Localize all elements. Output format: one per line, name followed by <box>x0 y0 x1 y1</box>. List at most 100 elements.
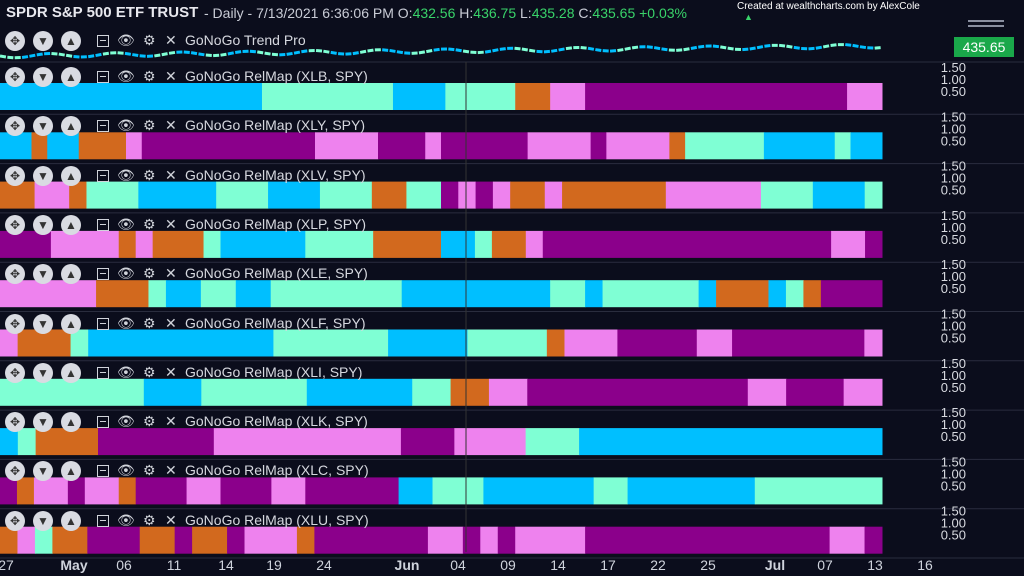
close-icon[interactable]: ✕ <box>165 68 177 84</box>
relmap-bar-segment <box>0 132 32 160</box>
close-icon[interactable]: ✕ <box>165 215 177 232</box>
close-icon[interactable]: ✕ <box>165 511 177 528</box>
relmap-bar-segment <box>35 428 99 456</box>
relmap-bar-segment <box>373 230 442 258</box>
price-line-segment <box>455 48 464 53</box>
price-line-segment <box>7 55 15 60</box>
price-line-segment <box>249 49 258 54</box>
move-down-button[interactable]: ▼ <box>33 510 53 531</box>
move-panel-button[interactable]: ✥ <box>5 362 25 383</box>
close-icon[interactable]: ✕ <box>165 314 177 331</box>
collapse-panel-icon[interactable] <box>97 71 109 83</box>
move-panel-button[interactable]: ✥ <box>5 116 25 137</box>
gear-icon[interactable]: ⚙ <box>143 68 156 84</box>
move-down-button[interactable]: ▼ <box>33 362 53 383</box>
move-up-button[interactable]: ▲ <box>61 412 81 433</box>
gear-icon[interactable]: ⚙ <box>143 511 156 528</box>
price-line-segment <box>198 52 207 57</box>
visibility-eye-icon[interactable]: 👁 <box>117 215 135 232</box>
gear-icon[interactable]: ⚙ <box>143 462 156 479</box>
close-icon[interactable]: ✕ <box>165 363 177 380</box>
move-up-button[interactable]: ▲ <box>61 116 81 137</box>
close-icon[interactable]: ✕ <box>165 413 177 430</box>
move-up-button[interactable]: ▲ <box>61 264 81 285</box>
move-down-button[interactable]: ▼ <box>33 264 53 285</box>
visibility-eye-icon[interactable]: 👁 <box>117 166 135 183</box>
gear-icon[interactable]: ⚙ <box>143 363 156 380</box>
visibility-eye-icon[interactable]: 👁 <box>117 413 135 430</box>
collapse-panel-icon[interactable] <box>97 366 109 379</box>
move-panel-button[interactable]: ✥ <box>5 510 25 531</box>
collapse-panel-icon[interactable] <box>97 416 109 429</box>
move-up-button[interactable]: ▲ <box>61 214 81 235</box>
collapse-panel-icon[interactable] <box>97 317 109 330</box>
y-tick-label: 1.50 <box>941 109 966 124</box>
visibility-eye-icon[interactable]: 👁 <box>117 511 135 528</box>
move-down-button[interactable]: ▼ <box>33 67 53 87</box>
relmap-bar-segment <box>579 428 883 456</box>
move-down-button[interactable]: ▼ <box>33 31 53 51</box>
move-up-button[interactable]: ▲ <box>61 510 81 531</box>
relmap-panel-title: GoNoGo RelMap (XLV, SPY) <box>185 166 366 183</box>
visibility-eye-icon[interactable]: 👁 <box>117 265 135 282</box>
visibility-eye-icon[interactable]: 👁 <box>117 314 135 331</box>
move-down-button[interactable]: ▼ <box>33 165 53 186</box>
move-up-button[interactable]: ▲ <box>61 313 81 334</box>
gear-icon[interactable]: ⚙ <box>143 265 156 282</box>
trend-panel-title: GoNoGo Trend Pro <box>185 32 306 48</box>
close-icon[interactable]: ✕ <box>165 462 177 479</box>
move-panel-button[interactable]: ✥ <box>5 165 25 186</box>
move-up-button[interactable]: ▲ <box>61 67 81 87</box>
move-down-button[interactable]: ▼ <box>33 214 53 235</box>
relmap-bar-segment <box>220 477 272 505</box>
x-axis-tick-label: 22 <box>650 557 666 573</box>
price-line-segment <box>389 48 398 54</box>
x-axis-tick-label: May <box>60 557 87 573</box>
move-panel-button[interactable]: ✥ <box>5 67 25 87</box>
gear-icon[interactable]: ⚙ <box>143 314 156 331</box>
x-axis-tick-label: 19 <box>266 557 282 573</box>
move-panel-button[interactable]: ✥ <box>5 412 25 433</box>
price-line-segment <box>528 48 537 53</box>
relmap-bar-segment <box>273 329 389 357</box>
visibility-eye-icon[interactable]: 👁 <box>117 462 135 479</box>
move-up-button[interactable]: ▲ <box>61 165 81 186</box>
close-icon[interactable]: ✕ <box>165 32 177 48</box>
close-icon[interactable]: ✕ <box>165 117 177 134</box>
move-panel-button[interactable]: ✥ <box>5 31 25 51</box>
close-icon[interactable]: ✕ <box>165 166 177 183</box>
visibility-eye-icon[interactable]: 👁 <box>117 363 135 380</box>
move-panel-button[interactable]: ✥ <box>5 264 25 285</box>
collapse-panel-icon[interactable] <box>97 465 109 478</box>
move-panel-button[interactable]: ✥ <box>5 214 25 235</box>
move-up-button[interactable]: ▲ <box>61 31 81 51</box>
visibility-eye-icon[interactable]: 👁 <box>117 117 135 134</box>
gear-icon[interactable]: ⚙ <box>143 413 156 430</box>
move-up-button[interactable]: ▲ <box>61 362 81 383</box>
close-icon[interactable]: ✕ <box>165 265 177 282</box>
x-axis-tick-label: Jun <box>395 557 420 573</box>
relmap-bar-segment <box>0 428 19 456</box>
gear-icon[interactable]: ⚙ <box>143 32 156 48</box>
collapse-panel-icon[interactable] <box>97 268 109 281</box>
move-down-button[interactable]: ▼ <box>33 461 53 482</box>
move-panel-button[interactable]: ✥ <box>5 313 25 334</box>
move-down-button[interactable]: ▼ <box>33 313 53 334</box>
move-up-button[interactable]: ▲ <box>61 461 81 482</box>
visibility-eye-icon[interactable]: 👁 <box>117 68 135 84</box>
move-down-button[interactable]: ▼ <box>33 412 53 433</box>
gear-icon[interactable]: ⚙ <box>143 166 156 183</box>
gear-icon[interactable]: ⚙ <box>143 117 156 134</box>
gear-icon[interactable]: ⚙ <box>143 215 156 232</box>
chart-menu-icon[interactable] <box>968 20 1004 34</box>
collapse-panel-icon[interactable] <box>97 120 109 133</box>
visibility-eye-icon[interactable]: 👁 <box>117 32 135 48</box>
relmap-bar-segment <box>445 83 464 110</box>
collapse-panel-icon[interactable] <box>97 169 109 182</box>
move-down-button[interactable]: ▼ <box>33 116 53 137</box>
collapse-panel-icon[interactable] <box>97 514 109 527</box>
price-line-segment <box>132 53 140 58</box>
collapse-panel-icon[interactable] <box>97 218 109 231</box>
move-panel-button[interactable]: ✥ <box>5 461 25 482</box>
collapse-panel-icon[interactable] <box>97 35 109 47</box>
